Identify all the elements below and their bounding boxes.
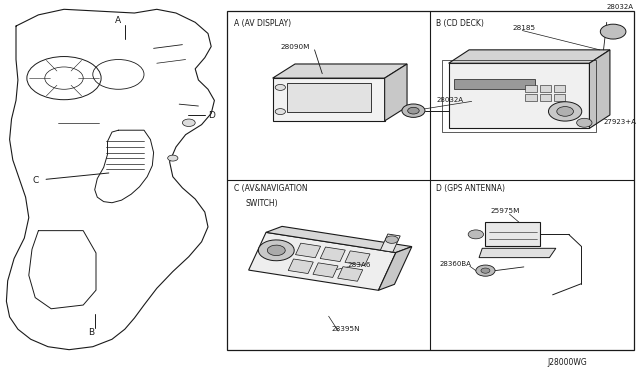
Polygon shape [589,50,610,128]
Bar [380,234,400,252]
Circle shape [259,240,294,261]
Text: 28185: 28185 [513,25,536,31]
Polygon shape [449,63,589,128]
Circle shape [476,265,495,276]
Bar [442,60,596,132]
Bar [525,94,537,101]
Circle shape [275,84,285,90]
Text: 28360BA: 28360BA [440,261,472,267]
Text: 28395N: 28395N [332,326,360,332]
Bar [313,263,338,278]
Circle shape [182,119,195,126]
Polygon shape [385,64,407,121]
Circle shape [600,24,626,39]
Bar [554,94,565,101]
Bar [227,11,634,350]
Bar [288,259,314,273]
Text: D: D [208,111,215,120]
Circle shape [577,118,592,127]
Circle shape [408,107,419,114]
Polygon shape [266,227,412,253]
Polygon shape [449,50,610,63]
Bar [540,84,551,92]
Circle shape [548,102,582,121]
Text: A (AV DISPLAY): A (AV DISPLAY) [234,19,291,28]
Circle shape [468,230,484,239]
Polygon shape [273,64,407,78]
Circle shape [557,106,573,116]
Circle shape [275,109,285,115]
Text: C (AV&NAVIGATION: C (AV&NAVIGATION [234,184,307,193]
Circle shape [481,268,490,273]
Text: A: A [115,16,122,25]
Text: B (CD DECK): B (CD DECK) [436,19,484,28]
Text: 28032A: 28032A [607,4,634,10]
Text: 27923+A: 27923+A [604,119,636,125]
Text: J28000WG: J28000WG [547,358,587,367]
Bar [345,251,370,266]
Circle shape [402,104,425,118]
Bar [248,232,396,290]
Circle shape [168,155,178,161]
Polygon shape [273,78,385,121]
Circle shape [385,236,398,243]
Bar [338,267,363,281]
Bar [540,94,551,101]
Circle shape [268,245,285,256]
Bar [320,247,346,262]
Bar [454,78,536,89]
Text: D (GPS ANTENNA): D (GPS ANTENNA) [436,184,506,193]
Text: 25975M: 25975M [490,208,520,214]
Text: 28090M: 28090M [281,44,310,50]
Bar [287,83,371,112]
Text: B: B [88,328,94,337]
Text: 28032A: 28032A [436,96,463,103]
Bar [554,84,565,92]
Bar [485,222,540,247]
Text: SWITCH): SWITCH) [245,199,278,208]
Polygon shape [479,248,556,258]
Bar [525,84,537,92]
Polygon shape [378,247,412,290]
Text: 283A6: 283A6 [348,262,371,268]
Bar [296,243,321,258]
Text: C: C [32,176,38,185]
